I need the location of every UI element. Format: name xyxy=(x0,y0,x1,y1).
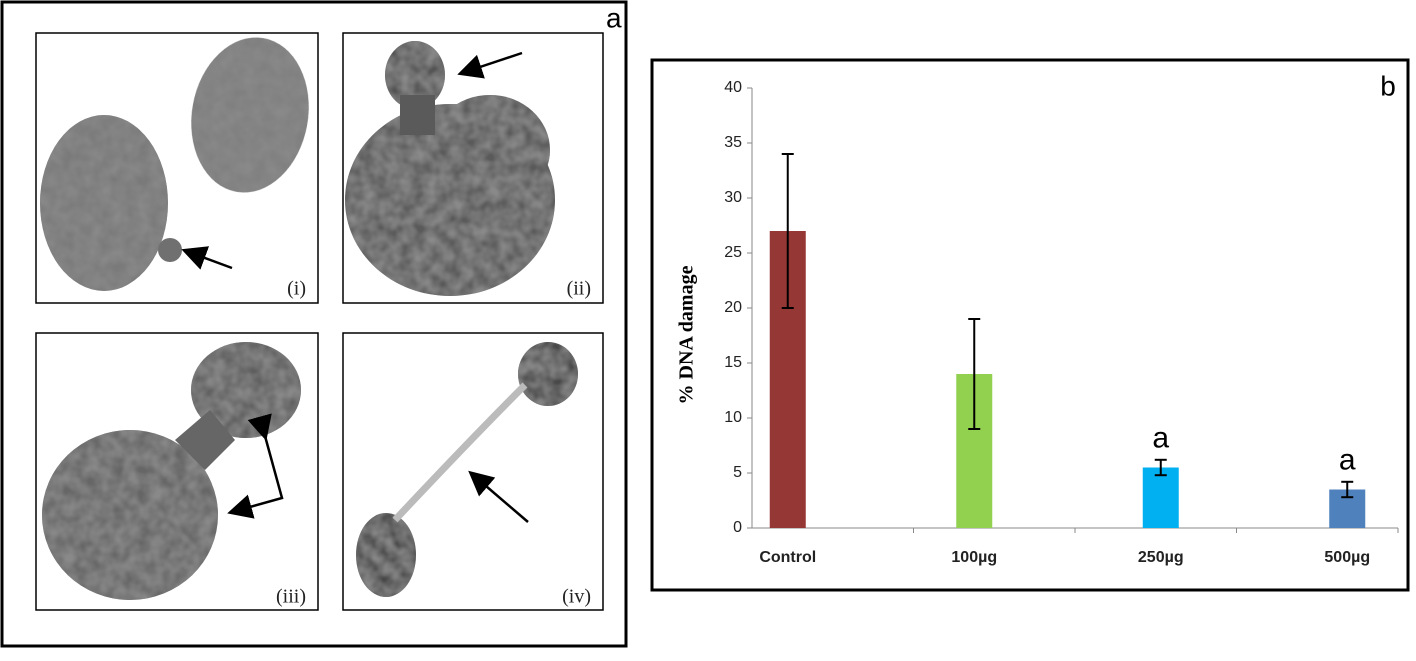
image-ii: (ii) xyxy=(342,32,604,304)
bar xyxy=(1142,467,1179,528)
panel-label: a xyxy=(606,2,622,33)
panel-b-frame xyxy=(650,58,1410,592)
image-label: (ii) xyxy=(567,278,591,300)
x-tick-label: 500µg xyxy=(1324,549,1370,566)
y-tick-label: 35 xyxy=(724,134,742,151)
y-tick-label: 25 xyxy=(724,244,742,261)
y-tick-label: 5 xyxy=(733,464,742,481)
significance-label: a xyxy=(1152,422,1169,455)
y-tick-label: 40 xyxy=(724,79,742,96)
y-tick-label: 30 xyxy=(724,189,742,206)
y-tick-label: 15 xyxy=(724,354,742,371)
y-axis-label: % DNA damage xyxy=(676,265,698,404)
panel-label: b xyxy=(1380,70,1396,101)
y-tick-label: 20 xyxy=(724,299,742,316)
image-iii: (iii) xyxy=(35,332,319,611)
panel-a-frame xyxy=(0,0,628,648)
image-label: (iv) xyxy=(562,586,591,608)
image-i: (i) xyxy=(35,32,319,304)
image-label: (iii) xyxy=(276,586,306,608)
x-tick-label: 100µg xyxy=(951,549,997,566)
image-label: (i) xyxy=(287,278,306,300)
x-tick-label: Control xyxy=(759,549,816,566)
y-tick-label: 0 xyxy=(733,519,742,536)
image-iv: (iv) xyxy=(342,332,604,611)
x-tick-label: 250µg xyxy=(1138,549,1184,566)
y-tick-label: 10 xyxy=(724,409,742,426)
significance-label: a xyxy=(1339,444,1356,477)
